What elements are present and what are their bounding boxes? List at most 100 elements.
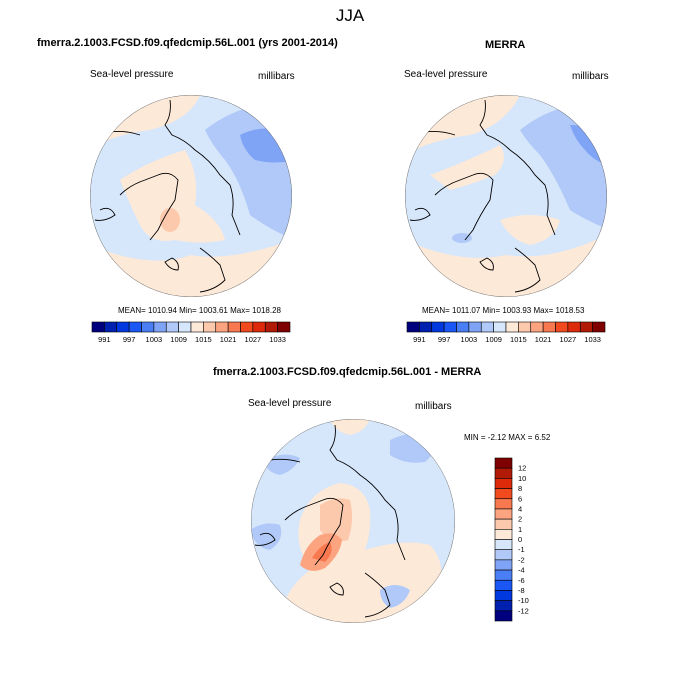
colorbar-box [494, 549, 513, 561]
colorbar-box [468, 321, 482, 333]
colorbar-box [431, 321, 445, 333]
colorbar-tick-label: -6 [518, 576, 525, 585]
panel-model-stats: MEAN= 1010.94 Min= 1003.61 Max= 1018.28 [118, 306, 281, 315]
colorbar-box [419, 321, 433, 333]
figure-title: JJA [335, 6, 365, 25]
colorbar-tick-label: -1 [518, 545, 525, 554]
colorbar-box [592, 321, 606, 333]
colorbar-tick-label: -12 [518, 606, 529, 615]
panel-diff-stats: MIN = -2.12 MAX = 6.52 [464, 433, 551, 442]
colorbar-box [518, 321, 532, 333]
panel-diff-units-label: millibars [415, 401, 452, 412]
colorbar-tick-label: 6 [518, 494, 522, 503]
colorbar-tick-label: 1027 [245, 335, 262, 344]
colorbar-tick-label: 997 [438, 335, 451, 344]
colorbar-box [494, 457, 513, 469]
panel-obs-stats: MEAN= 1011.07 Min= 1003.93 Max= 1018.53 [422, 306, 585, 315]
colorbar-box [104, 321, 118, 333]
colorbar-box [480, 321, 494, 333]
colorbar-obs: 991 997 1003 1009 1015 1021 1027 1033 [406, 321, 606, 344]
colorbar-box [240, 321, 254, 333]
colorbar-tick-label: -4 [518, 566, 525, 575]
map-model-contour-greenland [160, 208, 180, 232]
colorbar-tick-label: 2 [518, 515, 522, 524]
colorbar-tick-label: 4 [518, 504, 522, 513]
colorbar-box [494, 559, 513, 571]
map-diff-contour-neg-se [380, 585, 410, 608]
colorbar-tick-label: 991 [98, 335, 111, 344]
colorbar-tick-label: 12 [518, 464, 526, 473]
colorbar-box [494, 529, 513, 540]
colorbar-box [277, 321, 291, 333]
map-diff-contour-neg-east [390, 433, 434, 463]
panel-model-units-label: millibars [258, 71, 295, 82]
panel-diff-variable-label: Sea-level pressure [248, 398, 332, 409]
colorbar-box [128, 321, 142, 333]
colorbar-box [190, 321, 204, 333]
colorbar-tick-label: 1 [518, 525, 522, 534]
map-diff-contour-pos-north [330, 419, 370, 435]
map-obs-contour-high-band [430, 145, 504, 190]
map-diff-coastline [254, 424, 406, 618]
colorbar-tick-label: 997 [123, 335, 136, 344]
colorbar-tick-label: 8 [518, 484, 522, 493]
colorbar-box [252, 321, 266, 333]
colorbar-tick-label: 1027 [560, 335, 577, 344]
colorbar-box [505, 321, 519, 333]
colorbar-box [494, 488, 513, 500]
colorbar-box [91, 321, 105, 333]
colorbar-box [555, 321, 569, 333]
map-obs-contour-high-band2 [500, 215, 560, 245]
colorbar-box [494, 467, 513, 479]
colorbar-box [494, 600, 513, 612]
colorbar-box [203, 321, 217, 333]
map-model-coastline [94, 99, 241, 293]
colorbar-tick-label: 10 [518, 474, 526, 483]
colorbar-tick-label: 1015 [195, 335, 212, 344]
map-model [90, 95, 292, 297]
colorbar-box [264, 321, 278, 333]
colorbar-tick-label: 1009 [485, 335, 502, 344]
colorbar-tick-label: 0 [518, 535, 522, 544]
colorbar-tick-label: 1009 [170, 335, 187, 344]
colorbar-box [494, 579, 513, 591]
map-diff [251, 419, 455, 623]
colorbar-tick-label: 1003 [146, 335, 163, 344]
map-obs-coastline [409, 99, 556, 293]
colorbar-tick-label: 991 [413, 335, 426, 344]
colorbar-box [443, 321, 457, 333]
colorbar-box [494, 508, 513, 520]
map-diff-contour-pos-1 [320, 498, 353, 542]
colorbar-box [141, 321, 155, 333]
colorbar-box [153, 321, 167, 333]
colorbar-box [567, 321, 581, 333]
colorbar-box [116, 321, 130, 333]
panel-obs-title: MERRA [485, 39, 526, 51]
colorbar-tick-label: 1033 [584, 335, 601, 344]
panel-diff-title: fmerra.2.1003.FCSD.f09.qfedcmip.56L.001 … [213, 366, 482, 378]
colorbar-box [494, 539, 513, 550]
colorbar-model: 991 997 1003 1009 1015 1021 1027 1033 [91, 321, 291, 344]
colorbar-box [494, 569, 513, 581]
panel-obs-units-label: millibars [572, 71, 609, 82]
colorbar-tick-label: 1021 [220, 335, 237, 344]
colorbar-tick-label: -8 [518, 586, 525, 595]
colorbar-tick-label: 1015 [510, 335, 527, 344]
colorbar-tick-label: 1003 [461, 335, 478, 344]
colorbar-box [215, 321, 229, 333]
map-model-contour-high-center [120, 150, 225, 243]
colorbar-box [456, 321, 470, 333]
colorbar-box [493, 321, 507, 333]
colorbar-box [165, 321, 179, 333]
map-diff-contour-neg-west [251, 523, 282, 550]
colorbar-box [406, 321, 420, 333]
colorbar-box [494, 610, 513, 622]
colorbar-box [227, 321, 241, 333]
colorbar-box [579, 321, 593, 333]
panel-model-title: fmerra.2.1003.FCSD.f09.qfedcmip.56L.001 … [37, 37, 338, 49]
colorbar-tick-label: -10 [518, 596, 529, 605]
colorbar-tick-label: 1021 [535, 335, 552, 344]
colorbar-box [542, 321, 556, 333]
